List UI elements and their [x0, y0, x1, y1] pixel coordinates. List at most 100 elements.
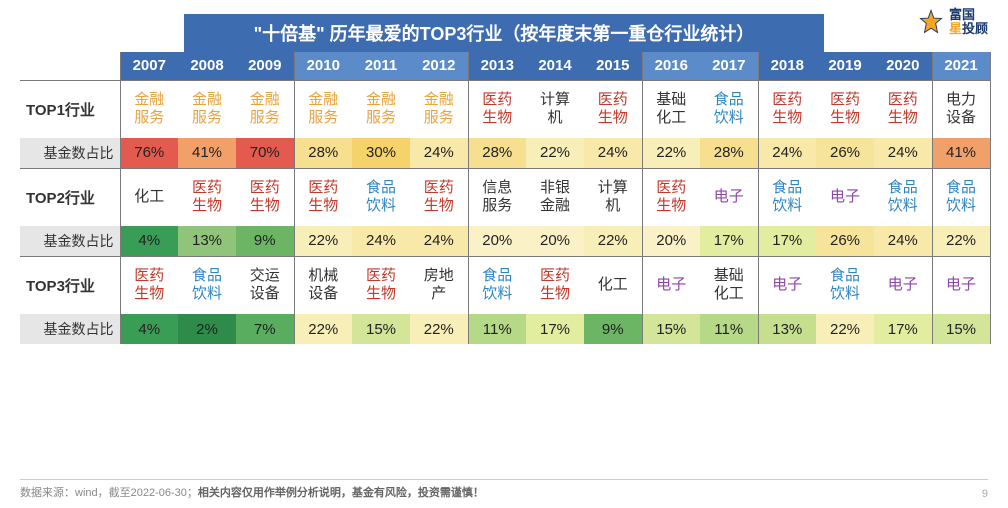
year-header: 2014: [526, 52, 584, 80]
sector-cell: 医药生物: [236, 168, 294, 226]
ratio-cell: 2%: [178, 314, 236, 344]
sector-cell: 医药生物: [526, 256, 584, 314]
ratio-label: 基金数占比: [20, 314, 120, 344]
ratio-cell: 28%: [700, 138, 758, 168]
year-header: 2015: [584, 52, 642, 80]
ratio-cell: 15%: [932, 314, 990, 344]
sector-cell: 金融服务: [294, 80, 352, 138]
ratio-label: 基金数占比: [20, 226, 120, 256]
ratio-row: 基金数占比4%2%7%22%15%22%11%17%9%15%11%13%22%…: [20, 314, 990, 344]
ratio-cell: 4%: [120, 314, 178, 344]
year-header: 2010: [294, 52, 352, 80]
ratio-cell: 28%: [468, 138, 526, 168]
ratio-cell: 13%: [758, 314, 816, 344]
ratio-cell: 30%: [352, 138, 410, 168]
sector-cell: 金融服务: [120, 80, 178, 138]
year-header: 2017: [700, 52, 758, 80]
sector-cell: 医药生物: [178, 168, 236, 226]
sector-cell: 食品饮料: [700, 80, 758, 138]
ratio-cell: 26%: [816, 138, 874, 168]
ratio-cell: 17%: [526, 314, 584, 344]
sector-row: TOP1行业金融服务金融服务金融服务金融服务金融服务金融服务医药生物计算机医药生…: [20, 80, 990, 138]
industry-table: 2007200820092010201120122013201420152016…: [20, 52, 991, 344]
ratio-cell: 24%: [352, 226, 410, 256]
sector-cell: 电子: [758, 256, 816, 314]
footer-note: 数据来源：wind，截至2022-06-30；相关内容仅用作举例分析说明，基金有…: [20, 479, 988, 500]
ratio-cell: 24%: [758, 138, 816, 168]
sector-cell: 电子: [642, 256, 700, 314]
ratio-cell: 15%: [642, 314, 700, 344]
ratio-cell: 17%: [758, 226, 816, 256]
logo-top-text: 富国: [949, 8, 988, 22]
ratio-cell: 22%: [816, 314, 874, 344]
ratio-cell: 24%: [410, 138, 468, 168]
sector-cell: 食品饮料: [178, 256, 236, 314]
sector-cell: 电子: [816, 168, 874, 226]
ratio-cell: 9%: [236, 226, 294, 256]
page-number: 9: [982, 488, 988, 500]
sector-cell: 非银金融: [526, 168, 584, 226]
brand-logo: 富国 星投顾: [917, 8, 988, 37]
ratio-row: 基金数占比76%41%70%28%30%24%28%22%24%22%28%24…: [20, 138, 990, 168]
sector-cell: 食品饮料: [874, 168, 932, 226]
sector-cell: 基础化工: [642, 80, 700, 138]
sector-cell: 电子: [932, 256, 990, 314]
sector-row: TOP2行业化工医药生物医药生物医药生物食品饮料医药生物信息服务非银金融计算机医…: [20, 168, 990, 226]
year-header: 2016: [642, 52, 700, 80]
ratio-cell: 20%: [526, 226, 584, 256]
ratio-cell: 24%: [874, 226, 932, 256]
star-icon: [917, 8, 945, 36]
sector-cell: 医药生物: [758, 80, 816, 138]
ratio-cell: 20%: [642, 226, 700, 256]
year-header: 2020: [874, 52, 932, 80]
ratio-cell: 76%: [120, 138, 178, 168]
sector-cell: 金融服务: [410, 80, 468, 138]
year-header: 2018: [758, 52, 816, 80]
ratio-cell: 28%: [294, 138, 352, 168]
ratio-cell: 22%: [932, 226, 990, 256]
ratio-cell: 22%: [526, 138, 584, 168]
sector-cell: 金融服务: [178, 80, 236, 138]
page-title: "十倍基" 历年最爱的TOP3行业（按年度末第一重仓行业统计）: [184, 14, 824, 52]
year-header: 2008: [178, 52, 236, 80]
sector-cell: 医药生物: [352, 256, 410, 314]
ratio-cell: 41%: [932, 138, 990, 168]
ratio-cell: 70%: [236, 138, 294, 168]
sector-cell: 食品饮料: [816, 256, 874, 314]
ratio-cell: 13%: [178, 226, 236, 256]
ratio-cell: 7%: [236, 314, 294, 344]
ratio-cell: 22%: [294, 226, 352, 256]
ratio-cell: 11%: [700, 314, 758, 344]
ratio-row: 基金数占比4%13%9%22%24%24%20%20%22%20%17%17%2…: [20, 226, 990, 256]
ratio-cell: 9%: [584, 314, 642, 344]
ratio-cell: 24%: [410, 226, 468, 256]
sector-cell: 食品饮料: [932, 168, 990, 226]
ratio-cell: 17%: [874, 314, 932, 344]
sector-cell: 金融服务: [352, 80, 410, 138]
ratio-cell: 22%: [584, 226, 642, 256]
row-label: TOP1行业: [20, 80, 120, 138]
year-header: 2009: [236, 52, 294, 80]
sector-cell: 化工: [584, 256, 642, 314]
sector-cell: 电子: [700, 168, 758, 226]
ratio-cell: 24%: [584, 138, 642, 168]
ratio-cell: 4%: [120, 226, 178, 256]
ratio-cell: 22%: [294, 314, 352, 344]
sector-cell: 机械设备: [294, 256, 352, 314]
sector-cell: 电子: [874, 256, 932, 314]
sector-cell: 医药生物: [874, 80, 932, 138]
row-label: TOP3行业: [20, 256, 120, 314]
sector-cell: 食品饮料: [468, 256, 526, 314]
sector-cell: 食品饮料: [758, 168, 816, 226]
sector-cell: 化工: [120, 168, 178, 226]
sector-cell: 信息服务: [468, 168, 526, 226]
sector-cell: 基础化工: [700, 256, 758, 314]
sector-cell: 医药生物: [120, 256, 178, 314]
year-header: 2013: [468, 52, 526, 80]
ratio-cell: 26%: [816, 226, 874, 256]
year-header: 2021: [932, 52, 990, 80]
sector-cell: 医药生物: [584, 80, 642, 138]
sector-cell: 医药生物: [294, 168, 352, 226]
logo-bottom-text: 星投顾: [949, 22, 988, 36]
sector-cell: 房地产: [410, 256, 468, 314]
